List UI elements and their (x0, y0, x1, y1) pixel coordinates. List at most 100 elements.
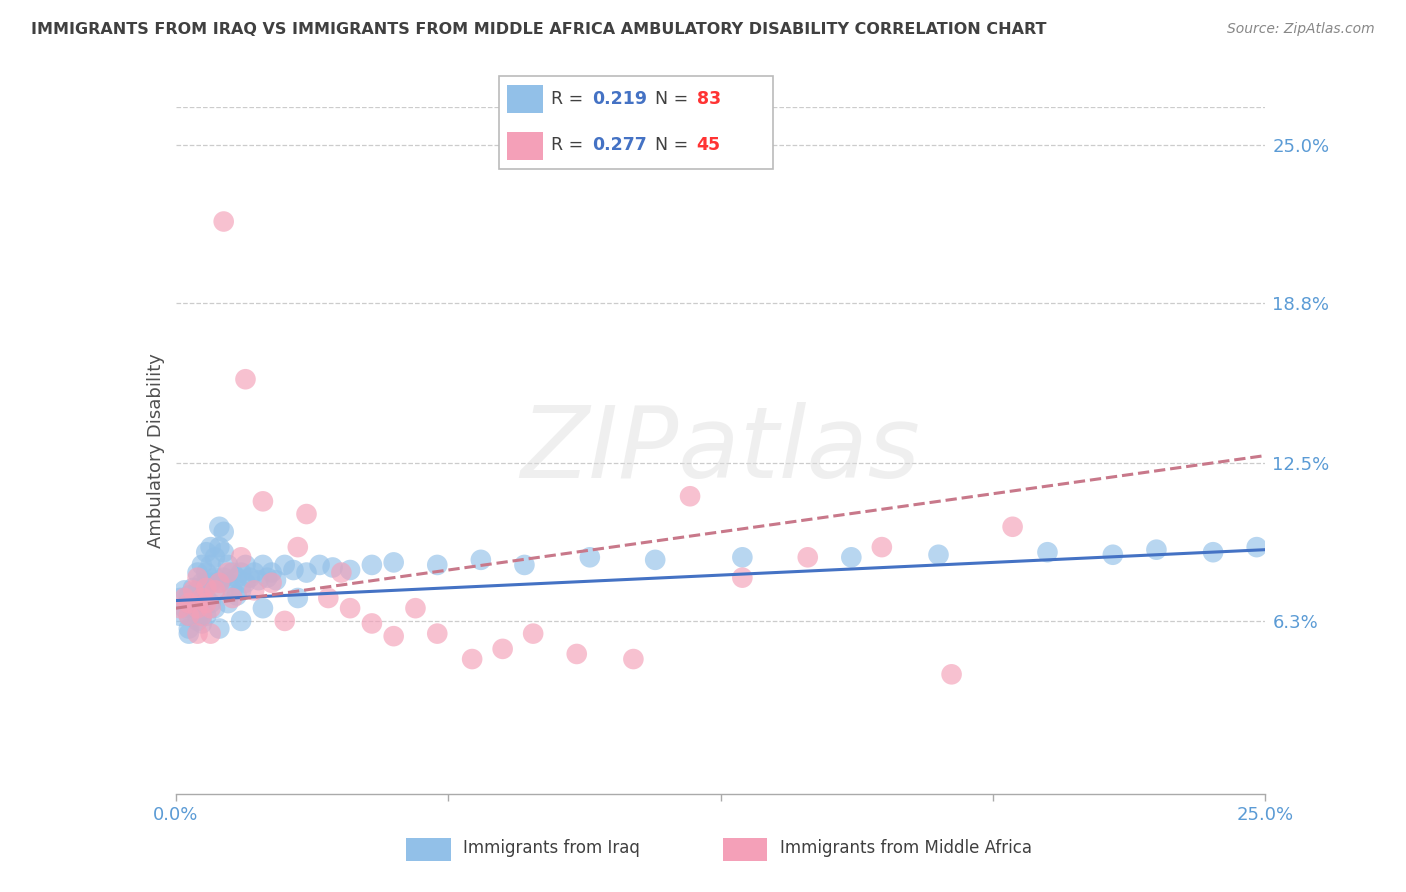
Point (1246, 540, 1268, 554)
Point (426, 626, 449, 640)
Point (252, 558, 274, 572)
Point (221, 566, 243, 580)
Point (173, 583, 195, 598)
Point (200, 540, 222, 554)
Point (731, 571, 754, 585)
Point (221, 583, 243, 598)
Point (191, 591, 214, 605)
Point (470, 553, 492, 567)
Point (200, 626, 222, 640)
Text: 45: 45 (696, 136, 721, 154)
Point (1036, 545, 1059, 559)
Point (191, 575, 214, 590)
Point (191, 616, 214, 631)
Point (181, 583, 204, 598)
Point (243, 583, 266, 598)
Text: N =: N = (655, 90, 695, 108)
Point (1144, 542, 1167, 557)
Point (177, 626, 200, 640)
Point (225, 589, 247, 603)
Point (731, 550, 754, 565)
Point (217, 566, 239, 580)
Point (252, 601, 274, 615)
Point (177, 589, 200, 603)
Point (1001, 520, 1024, 534)
Point (644, 553, 666, 567)
Point (247, 573, 270, 587)
Point (796, 550, 818, 565)
Point (295, 566, 318, 580)
Point (169, 591, 191, 605)
Point (330, 566, 353, 580)
Point (405, 601, 427, 615)
Point (200, 558, 222, 572)
Point (461, 652, 484, 666)
Point (173, 601, 195, 615)
FancyBboxPatch shape (499, 76, 773, 169)
Point (186, 571, 209, 585)
Point (260, 575, 283, 590)
Point (231, 583, 253, 598)
Point (264, 573, 287, 587)
Point (173, 591, 195, 605)
Point (177, 608, 200, 623)
Point (212, 545, 235, 559)
Point (195, 545, 218, 559)
Point (274, 614, 297, 628)
Point (195, 575, 218, 590)
Point (225, 571, 247, 585)
Point (208, 540, 231, 554)
Point (177, 596, 200, 610)
Point (195, 591, 218, 605)
Point (679, 489, 702, 503)
Point (360, 558, 382, 572)
Point (208, 622, 231, 636)
Point (177, 608, 200, 623)
Text: N =: N = (655, 136, 695, 154)
Point (621, 652, 644, 666)
Point (308, 558, 330, 572)
Point (169, 608, 191, 623)
Text: R =: R = (551, 90, 589, 108)
Point (382, 555, 405, 569)
Point (231, 614, 253, 628)
Text: 83: 83 (696, 90, 721, 108)
Point (256, 571, 278, 585)
Point (195, 608, 218, 623)
FancyBboxPatch shape (508, 132, 543, 160)
Point (217, 596, 239, 610)
Point (870, 540, 893, 554)
Point (579, 550, 602, 565)
Text: R =: R = (551, 136, 589, 154)
Point (928, 548, 950, 562)
Point (181, 581, 204, 595)
Point (208, 575, 231, 590)
Point (191, 558, 214, 572)
Point (208, 520, 231, 534)
Point (295, 507, 318, 521)
Text: 0.219: 0.219 (592, 90, 647, 108)
Point (235, 575, 257, 590)
Point (212, 571, 235, 585)
Point (212, 524, 235, 539)
Point (283, 563, 305, 577)
Point (274, 558, 297, 572)
Point (522, 626, 544, 640)
Point (235, 558, 257, 572)
Text: Immigrants from Middle Africa: Immigrants from Middle Africa (779, 839, 1032, 857)
Point (200, 575, 222, 590)
Point (204, 583, 226, 598)
Point (191, 591, 214, 605)
Point (217, 575, 239, 590)
Point (186, 614, 209, 628)
Text: 0.277: 0.277 (592, 136, 647, 154)
Point (191, 608, 214, 623)
Point (186, 601, 209, 615)
Point (322, 560, 344, 574)
Point (177, 596, 200, 610)
Point (195, 566, 218, 580)
Point (200, 596, 222, 610)
Point (1102, 548, 1125, 562)
Text: IMMIGRANTS FROM IRAQ VS IMMIGRANTS FROM MIDDLE AFRICA AMBULATORY DISABILITY CORR: IMMIGRANTS FROM IRAQ VS IMMIGRANTS FROM … (31, 22, 1046, 37)
Y-axis label: Ambulatory Disability: Ambulatory Disability (146, 353, 165, 548)
